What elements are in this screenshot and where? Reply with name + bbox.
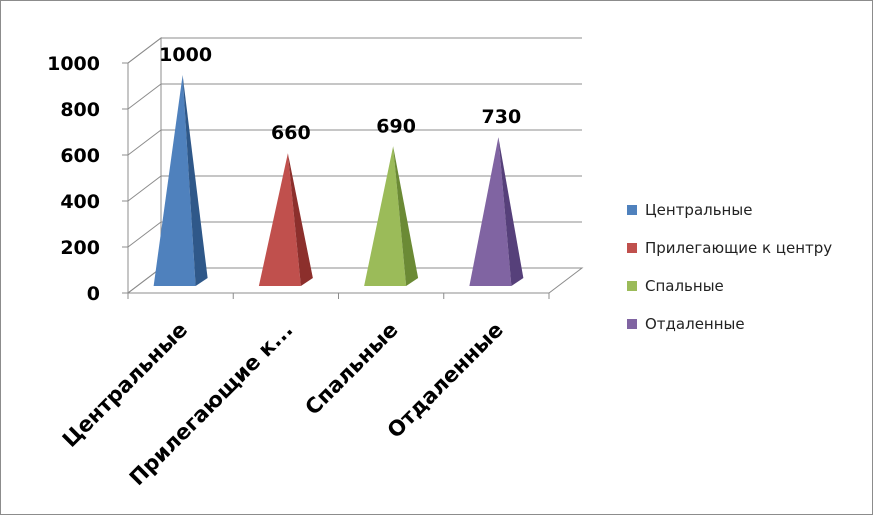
gridline xyxy=(127,129,582,156)
legend-item-sleeping: Спальные xyxy=(627,267,832,305)
pyramid-bar-front xyxy=(469,137,512,286)
y-tick-label: 1000 xyxy=(47,53,100,75)
legend-label: Прилегающие к центру xyxy=(645,239,833,257)
gridline xyxy=(127,37,582,64)
legend-item-remote: Отдаленные xyxy=(627,305,832,343)
legend-swatch xyxy=(627,319,637,329)
y-tick-label: 200 xyxy=(60,237,100,259)
gridline xyxy=(127,221,582,248)
chart-legend: Центральные Прилегающие к центру Спальны… xyxy=(627,191,832,343)
y-tick-label: 800 xyxy=(60,99,100,121)
legend-swatch xyxy=(627,205,637,215)
value-label: 1000 xyxy=(159,44,212,66)
pyramid-bar-front xyxy=(258,153,301,286)
value-label: 730 xyxy=(482,106,522,128)
value-label: 660 xyxy=(271,122,311,144)
pyramid-bar-side xyxy=(393,146,419,286)
x-tick-label: Отдаленные xyxy=(383,318,508,443)
legend-item-central: Центральные xyxy=(627,191,832,229)
value-label: 690 xyxy=(376,115,416,137)
legend-label: Центральные xyxy=(645,201,753,219)
chart-side-wall xyxy=(127,36,162,295)
y-tick-label: 0 xyxy=(87,283,100,305)
pyramid-bar-side xyxy=(182,75,208,286)
y-tick-label: 600 xyxy=(60,145,100,167)
x-tick-label: Спальные xyxy=(300,318,402,420)
legend-label: Отдаленные xyxy=(645,315,745,333)
pyramid-bar-front xyxy=(153,75,196,286)
gridline xyxy=(127,175,582,202)
pyramid-bar-front xyxy=(364,146,407,286)
legend-item-adjacent: Прилегающие к центру xyxy=(627,229,832,267)
pyramid-bar-side xyxy=(287,153,313,286)
legend-swatch xyxy=(627,243,637,253)
pyramid-bar-side xyxy=(498,137,524,286)
legend-swatch xyxy=(627,281,637,291)
gridline xyxy=(127,83,582,110)
legend-label: Спальные xyxy=(645,277,724,295)
y-tick-label: 400 xyxy=(60,191,100,213)
